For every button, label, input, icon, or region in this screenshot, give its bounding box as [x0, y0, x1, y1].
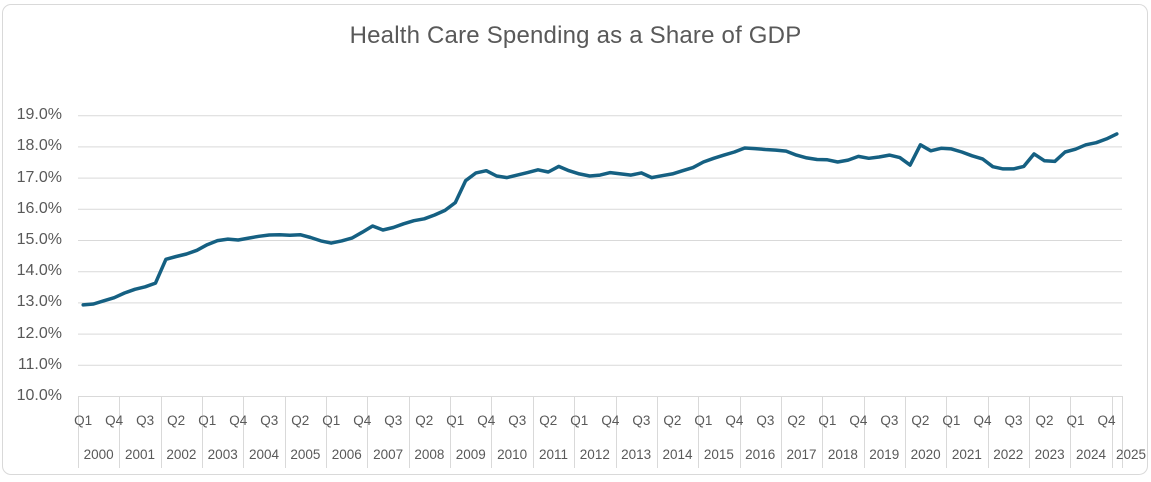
y-tick-label: 12.0% [16, 324, 62, 342]
x-quarter-label: Q1 [74, 413, 93, 428]
y-tick-label: 13.0% [16, 293, 62, 311]
x-year-label: 2010 [497, 447, 528, 462]
x-quarter-label: Q4 [229, 413, 248, 428]
x-quarter-label: Q3 [632, 413, 651, 428]
x-year-label: 2017 [786, 447, 817, 462]
x-year-label: 2019 [869, 447, 900, 462]
x-quarter-label: Q1 [446, 413, 465, 428]
x-quarter-label: Q2 [415, 413, 434, 428]
x-year-label: 2023 [1034, 447, 1065, 462]
x-quarter-label: Q4 [973, 413, 992, 428]
x-quarter-label: Q3 [384, 413, 403, 428]
x-year-label: 2008 [414, 447, 445, 462]
x-year-label: 2024 [1075, 447, 1106, 462]
x-year-label: 2001 [124, 447, 156, 462]
x-quarter-label: Q2 [167, 413, 186, 428]
x-year-label: 2011 [538, 447, 568, 462]
x-quarter-label: Q3 [260, 413, 279, 428]
x-year-label: 2014 [662, 447, 693, 462]
x-year-label: 2012 [579, 447, 610, 462]
x-year-label: 2015 [703, 447, 734, 462]
x-quarter-label: Q2 [663, 413, 682, 428]
x-year-label: 2004 [249, 447, 280, 462]
x-quarter-label: Q4 [353, 413, 372, 428]
x-year-label: 2016 [745, 447, 776, 462]
x-quarter-label: Q1 [694, 413, 713, 428]
x-quarter-label: Q4 [601, 413, 620, 428]
x-quarter-label: Q4 [477, 413, 496, 428]
x-quarter-label: Q3 [136, 413, 155, 428]
x-quarter-label: Q1 [942, 413, 961, 428]
x-year-label: 2000 [83, 447, 114, 462]
x-year-label: 2020 [910, 447, 941, 462]
x-quarter-label: Q3 [508, 413, 527, 428]
x-year-label: 2002 [166, 447, 197, 462]
x-quarter-label: Q2 [1035, 413, 1054, 428]
x-year-label: 2013 [621, 447, 652, 462]
x-year-label: 2006 [331, 447, 362, 462]
y-tick-label: 16.0% [16, 199, 62, 217]
y-tick-label: 17.0% [16, 168, 62, 186]
x-quarter-label: Q3 [880, 413, 899, 428]
series-line [81, 132, 1119, 307]
x-quarter-label: Q4 [725, 413, 744, 428]
x-quarter-label: Q1 [570, 413, 589, 428]
x-year-label: 2018 [827, 447, 858, 462]
x-quarter-label: Q1 [818, 413, 837, 428]
x-quarter-label: Q2 [539, 413, 558, 428]
x-year-label: 2021 [951, 447, 982, 462]
x-quarter-label: Q2 [787, 413, 806, 428]
x-year-label: 2025 [1115, 447, 1147, 462]
x-quarter-label: Q1 [198, 413, 217, 428]
x-year-label: 2009 [455, 447, 486, 462]
x-quarter-label: Q4 [105, 413, 124, 428]
x-quarter-label: Q1 [322, 413, 341, 428]
x-quarter-label: Q2 [911, 413, 930, 428]
x-quarter-label: Q4 [1097, 413, 1116, 428]
y-tick-label: 15.0% [16, 231, 62, 248]
x-quarter-label: Q2 [291, 413, 310, 428]
y-tick-label: 10.0% [16, 387, 62, 404]
chart-title: Health Care Spending as a Share of GDP [349, 22, 802, 49]
x-year-label: 2003 [207, 447, 238, 462]
y-tick-label: 19.0% [16, 106, 62, 124]
x-year-label: 2005 [290, 447, 321, 462]
x-year-label: 2007 [373, 447, 404, 462]
y-tick-label: 18.0% [16, 137, 62, 155]
x-year-label: 2022 [993, 447, 1024, 462]
x-quarter-label: Q1 [1066, 413, 1085, 428]
x-quarter-label: Q3 [1004, 413, 1023, 428]
y-tick-label: 14.0% [16, 262, 62, 280]
x-quarter-label: Q3 [756, 413, 775, 428]
x-quarter-label: Q4 [849, 413, 868, 428]
y-tick-label: 11.0% [17, 355, 62, 373]
